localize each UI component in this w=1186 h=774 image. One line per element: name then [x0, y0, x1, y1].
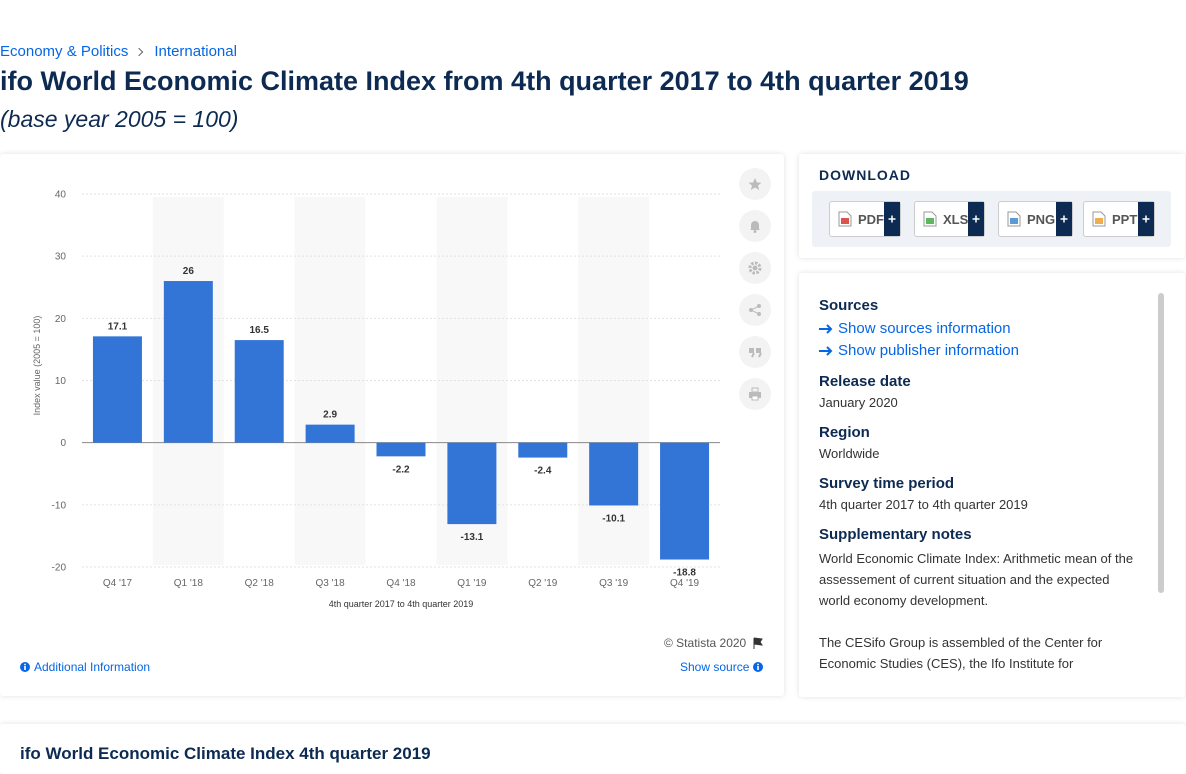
file-icon [1007, 211, 1021, 227]
plus-icon [1138, 202, 1154, 236]
print-button[interactable] [739, 378, 771, 410]
credit-text: © Statista 2020 [664, 636, 747, 650]
note-paragraph: The CESifo Group is assembled of the Cen… [819, 635, 1103, 671]
value-label: 26 [183, 266, 195, 277]
download-button[interactable]: PNG [998, 201, 1073, 237]
page-subtitle: (base year 2005 = 100) [0, 106, 239, 132]
section-value: 4th quarter 2017 to 4th quarter 2019 [819, 497, 1028, 512]
section-heading: Supplementary notes [819, 526, 972, 543]
cite-button[interactable] [739, 336, 771, 368]
download-button[interactable]: XLS [914, 201, 985, 237]
y-tick-label: -20 [52, 563, 67, 574]
section-value: January 2020 [819, 395, 898, 410]
x-tick-label: Q2 '19 [528, 578, 558, 589]
file-icon [1092, 211, 1106, 227]
details-mask [799, 673, 1185, 697]
y-tick-label: 40 [55, 190, 67, 201]
bar [234, 340, 284, 443]
y-tick-label: 20 [55, 314, 67, 325]
breadcrumb: Economy & Politics International [0, 43, 237, 60]
breadcrumb-separator [135, 47, 144, 56]
y-tick-label: -10 [52, 500, 67, 511]
x-tick-label: Q1 '19 [457, 578, 487, 589]
source-link-text[interactable]: Show sources information [838, 320, 1011, 337]
download-button[interactable]: PDF [829, 201, 901, 237]
flag-icon [753, 637, 764, 649]
notify-button[interactable] [739, 210, 771, 242]
download-heading: DOWNLOAD [819, 167, 911, 183]
file-icon [923, 211, 937, 227]
breadcrumb-link[interactable]: International [154, 43, 237, 60]
favorite-button[interactable] [739, 168, 771, 200]
x-tick-label: Q1 '18 [174, 578, 204, 589]
x-tick-label: Q4 '18 [386, 578, 416, 589]
share-button[interactable] [739, 294, 771, 326]
format-label[interactable]: XLS [943, 211, 969, 227]
download-button[interactable]: PPT [1083, 201, 1155, 237]
next-title: ifo World Economic Climate Index 4th qua… [20, 744, 431, 763]
plus-icon [968, 202, 984, 236]
source-link-text[interactable]: Show publisher information [838, 342, 1019, 359]
file-icon [838, 211, 852, 227]
value-label: 16.5 [249, 325, 269, 336]
credit: © Statista 2020 [664, 636, 764, 650]
section-value: Worldwide [819, 446, 880, 461]
bar [518, 442, 568, 458]
section-heading: Survey time period [819, 475, 955, 492]
section-heading: Sources [819, 297, 879, 314]
value-label: 17.1 [108, 321, 128, 332]
breadcrumb-link[interactable]: Economy & Politics [0, 43, 129, 60]
additional-info[interactable]: Additional Information [20, 660, 150, 674]
source-link[interactable]: Show publisher information [819, 342, 1144, 359]
x-tick-label: Q4 '19 [670, 578, 700, 589]
source-link[interactable]: Show sources information [819, 320, 1144, 337]
x-tick-label: Q4 '17 [103, 578, 133, 589]
x-tick-label: Q3 '19 [599, 578, 629, 589]
value-label: -18.8 [673, 568, 696, 579]
x-tick-label: Q2 '18 [245, 578, 275, 589]
details: Sources Show sources information Show publ… [819, 297, 1144, 695]
bar [660, 442, 710, 560]
y-tick-label: 10 [55, 376, 67, 387]
format-label[interactable]: PDF [858, 211, 884, 227]
show-source[interactable]: Show source [680, 660, 764, 674]
value-label: -13.1 [460, 532, 483, 543]
x-axis-label: 4th quarter 2017 to 4th quarter 2019 [329, 599, 474, 609]
format-label[interactable]: PPT [1112, 211, 1138, 227]
section-heading: Region [819, 424, 870, 441]
additional-info-text[interactable]: Additional Information [34, 660, 151, 674]
show-source-text[interactable]: Show source [680, 660, 750, 674]
plus-icon [1056, 202, 1072, 236]
format-label[interactable]: PNG [1027, 211, 1056, 227]
value-label: 2.9 [323, 410, 337, 421]
chart: -20 -10 0 10 20 30 40 Index value (2005 = 100) 4… [32, 190, 720, 609]
next-card: ifo World Economic Climate Index 4th qua… [0, 724, 1186, 774]
plus-icon [884, 202, 900, 236]
value-label: -10.1 [602, 513, 625, 524]
scrollbar [1158, 293, 1164, 593]
bar [92, 336, 142, 443]
bar [447, 442, 497, 525]
section-heading: Release date [819, 373, 911, 390]
x-tick-label: Q3 '18 [316, 578, 346, 589]
bar [589, 442, 639, 506]
settings-button[interactable] [739, 252, 771, 284]
value-label: -2.2 [392, 464, 410, 475]
bar [163, 281, 213, 443]
note-paragraph: World Economic Climate Index: Arithmetic… [819, 551, 1134, 608]
value-label: -2.4 [534, 466, 552, 477]
details-card: Sources Show sources information Show publ… [799, 273, 1185, 697]
bar [376, 442, 426, 457]
bar [305, 424, 355, 443]
y-axis-label: Index value (2005 = 100) [32, 316, 42, 416]
page-title: ifo World Economic Climate Index from 4t… [0, 66, 969, 96]
y-tick-label: 30 [55, 252, 67, 263]
y-tick-label: 0 [60, 438, 66, 449]
